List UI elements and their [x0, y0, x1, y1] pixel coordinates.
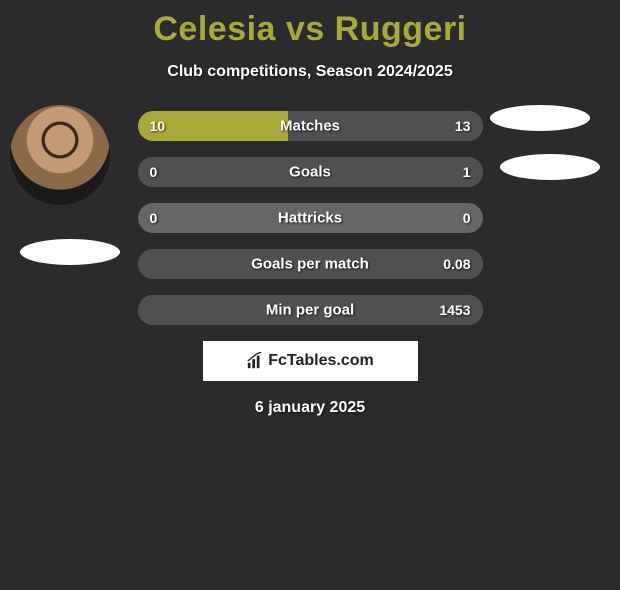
- stat-bar: Min per goal 1453: [138, 295, 483, 325]
- player-left-badge: [20, 239, 120, 265]
- stat-label: Goals per match: [251, 256, 369, 273]
- stat-bars: 10Matches130Goals10Hattricks0Goals per m…: [138, 111, 483, 325]
- stat-label: Goals: [289, 164, 331, 181]
- stat-label: Matches: [280, 118, 340, 135]
- stat-value-right: 13: [455, 118, 471, 134]
- player-right-badge-1: [490, 105, 590, 131]
- stat-bar: 10 Matches 13: [138, 111, 483, 141]
- page-title: Celesia vs Ruggeri: [0, 10, 620, 49]
- stat-bar: Goals per match 0.08: [138, 249, 483, 279]
- source-logo: FcTables.com: [203, 341, 418, 381]
- stat-value-right: 1: [463, 164, 471, 180]
- player-right-badge-2: [500, 154, 600, 180]
- subtitle: Club competitions, Season 2024/2025: [0, 63, 620, 81]
- date-label: 6 january 2025: [0, 399, 620, 417]
- stat-value-left: 10: [150, 118, 166, 134]
- stat-value-right: 0.08: [443, 256, 470, 272]
- stat-bar: 0 Hattricks 0: [138, 203, 483, 233]
- stat-value-left: 0: [150, 164, 158, 180]
- player-left-avatar: [10, 105, 110, 205]
- comparison-content: 10Matches130Goals10Hattricks0Goals per m…: [0, 111, 620, 417]
- stat-value-right: 0: [463, 210, 471, 226]
- logo-text: FcTables.com: [268, 352, 374, 370]
- stat-label: Hattricks: [278, 210, 342, 227]
- stat-label: Min per goal: [266, 302, 354, 319]
- chart-icon: [246, 352, 264, 370]
- stat-bar: 0 Goals 1: [138, 157, 483, 187]
- stat-value-right: 1453: [439, 302, 470, 318]
- stat-value-left: 0: [150, 210, 158, 226]
